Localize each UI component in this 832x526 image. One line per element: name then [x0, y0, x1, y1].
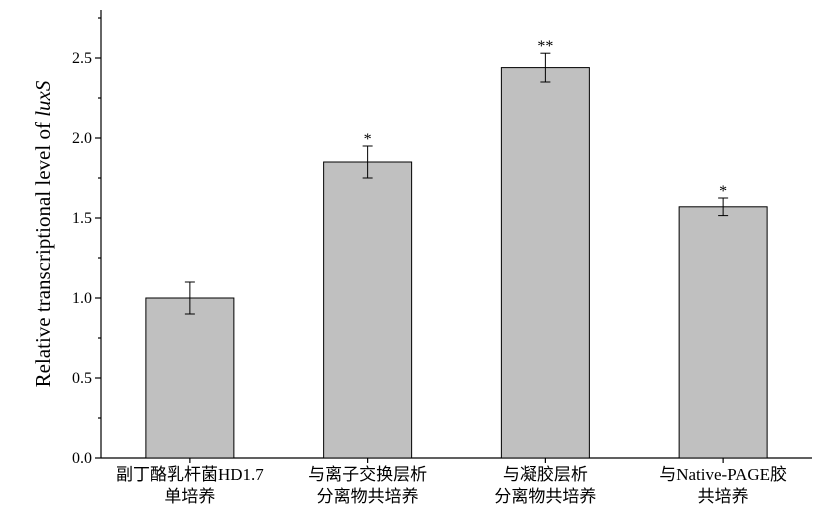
x-tick-label: 单培养	[164, 487, 215, 506]
x-tick-labels: 副丁酪乳杆菌HD1.7单培养与离子交换层析分离物共培养与凝胶层析分离物共培养与N…	[116, 458, 787, 506]
significance-marker: *	[364, 131, 372, 148]
y-axis-label-gene: luxS	[31, 80, 55, 117]
y-tick-label: 2.0	[72, 130, 92, 147]
y-ticks: 0.0 0.5 1.0 1.5 2.0 2.5	[72, 17, 101, 467]
y-tick-label: 0.0	[72, 450, 92, 467]
x-tick-label: 与凝胶层析	[503, 465, 588, 484]
x-tick-label: 分离物共培养	[494, 487, 596, 506]
y-tick-label: 2.5	[72, 50, 92, 67]
x-tick-label: 分离物共培养	[317, 487, 419, 506]
x-tick-label: 副丁酪乳杆菌HD1.7	[116, 465, 264, 484]
bars: ****	[145, 38, 768, 459]
bar	[500, 67, 590, 459]
y-tick-label: 1.0	[72, 290, 92, 307]
y-tick-label: 1.5	[72, 210, 92, 227]
bar	[678, 206, 768, 459]
y-axis-label: Relative transcriptional level of luxS	[31, 80, 55, 387]
significance-marker: **	[537, 38, 553, 55]
bar	[323, 161, 413, 459]
significance-marker: *	[719, 183, 727, 200]
y-tick-label: 0.5	[72, 370, 92, 387]
x-tick-label: 共培养	[698, 487, 749, 506]
bar	[145, 297, 235, 459]
x-tick-label: 与离子交换层析	[308, 465, 427, 484]
x-tick-label: 与Native-PAGE胶	[659, 465, 787, 484]
y-axis-label-text: Relative transcriptional level of	[31, 117, 55, 388]
